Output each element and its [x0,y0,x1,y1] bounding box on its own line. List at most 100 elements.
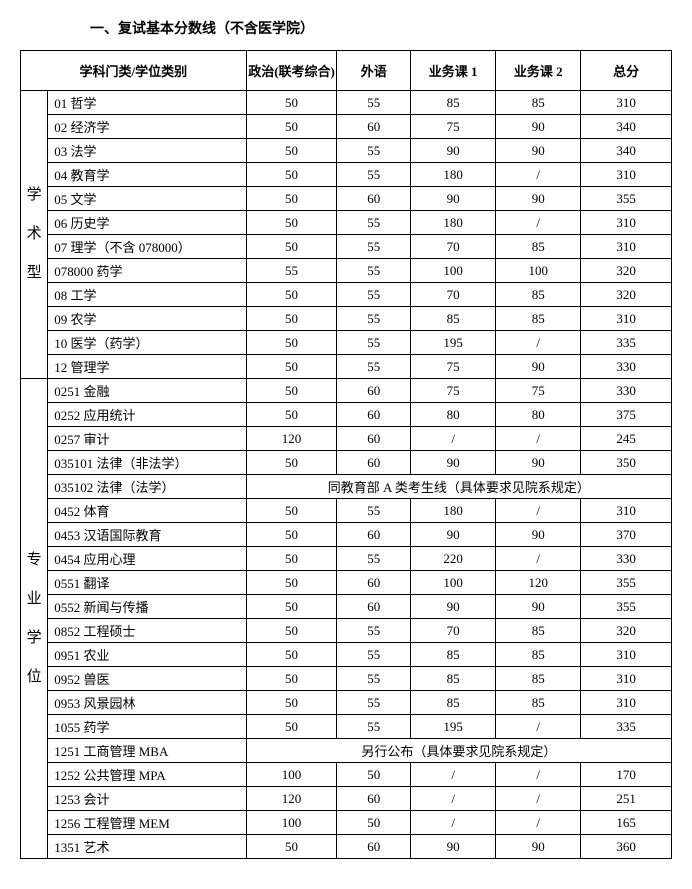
score-cell-3: 85 [496,235,581,259]
subject-name: 0552 新闻与传播 [48,595,246,619]
score-cell-0: 50 [246,571,337,595]
subject-name: 0852 工程硕士 [48,619,246,643]
table-row: 08 工学50557085320 [21,283,672,307]
score-cell-0: 50 [246,187,337,211]
score-cell-0: 50 [246,691,337,715]
score-cell-3: 90 [496,115,581,139]
subject-name: 0952 兽医 [48,667,246,691]
score-cell-0: 50 [246,403,337,427]
table-row: 0852 工程硕士50557085320 [21,619,672,643]
score-cell-0: 50 [246,715,337,739]
table-row: 035101 法律（非法学）50609090350 [21,451,672,475]
score-cell-3: 85 [496,619,581,643]
score-cell-1: 50 [337,763,411,787]
score-cell-2: 180 [411,499,496,523]
score-cell-1: 55 [337,691,411,715]
score-cell-1: 60 [337,571,411,595]
subject-name: 12 管理学 [48,355,246,379]
score-cell-0: 120 [246,427,337,451]
subject-name: 0951 农业 [48,643,246,667]
score-cell-3: 85 [496,643,581,667]
score-cell-3: / [496,331,581,355]
group-label-professional: 专业学位 [21,379,48,859]
header-subject1: 业务课 1 [411,51,496,91]
score-cell-4: 335 [581,331,672,355]
table-row: 0452 体育5055180/310 [21,499,672,523]
subject-name: 0551 翻译 [48,571,246,595]
score-cell-0: 50 [246,547,337,571]
subject-name: 06 历史学 [48,211,246,235]
score-table: 学科门类/学位类别 政治(联考综合) 外语 业务课 1 业务课 2 总分 学术型… [20,50,672,859]
score-cell-2: 100 [411,259,496,283]
score-cell-3: / [496,811,581,835]
subject-name: 05 文学 [48,187,246,211]
score-cell-1: 60 [337,595,411,619]
score-cell-4: 310 [581,499,672,523]
score-cell-4: 310 [581,691,672,715]
table-row: 1351 艺术50609090360 [21,835,672,859]
table-row: 0953 风景园林50558585310 [21,691,672,715]
score-cell-0: 50 [246,451,337,475]
header-politics: 政治(联考综合) [246,51,337,91]
score-cell-3: 90 [496,523,581,547]
table-row: 12 管理学50557590330 [21,355,672,379]
header-foreign-lang: 外语 [337,51,411,91]
score-cell-2: 90 [411,835,496,859]
subject-name: 01 哲学 [48,91,246,115]
table-row: 0551 翻译5060100120355 [21,571,672,595]
score-cell-4: 251 [581,787,672,811]
score-cell-2: / [411,427,496,451]
score-cell-0: 50 [246,115,337,139]
score-cell-2: 90 [411,187,496,211]
score-cell-3: 85 [496,691,581,715]
score-cell-0: 50 [246,835,337,859]
score-cell-4: 330 [581,379,672,403]
score-cell-1: 55 [337,163,411,187]
score-cell-4: 310 [581,91,672,115]
score-cell-2: 180 [411,163,496,187]
score-cell-0: 50 [246,307,337,331]
score-cell-4: 340 [581,139,672,163]
score-cell-4: 350 [581,451,672,475]
score-cell-1: 55 [337,547,411,571]
score-cell-4: 330 [581,547,672,571]
header-row: 学科门类/学位类别 政治(联考综合) 外语 业务课 1 业务课 2 总分 [21,51,672,91]
score-cell-2: 70 [411,235,496,259]
score-cell-3: 75 [496,379,581,403]
score-cell-4: 370 [581,523,672,547]
score-cell-1: 60 [337,115,411,139]
score-cell-3: 90 [496,139,581,163]
subject-name: 04 教育学 [48,163,246,187]
score-cell-4: 170 [581,763,672,787]
group-label-academic: 学术型 [21,91,48,379]
table-row: 1055 药学5055195/335 [21,715,672,739]
score-cell-3: 85 [496,667,581,691]
score-cell-4: 355 [581,595,672,619]
score-cell-3: 85 [496,307,581,331]
subject-name: 1256 工程管理 MEM [48,811,246,835]
merged-note: 同教育部 A 类考生线（具体要求见院系规定） [246,475,671,499]
subject-name: 08 工学 [48,283,246,307]
score-cell-2: 85 [411,643,496,667]
score-cell-2: 85 [411,691,496,715]
score-cell-2: 85 [411,91,496,115]
table-row: 专业学位0251 金融50607575330 [21,379,672,403]
score-cell-1: 60 [337,187,411,211]
score-cell-2: / [411,811,496,835]
score-cell-4: 335 [581,715,672,739]
score-cell-1: 55 [337,235,411,259]
score-cell-1: 55 [337,283,411,307]
score-cell-1: 55 [337,499,411,523]
score-cell-1: 55 [337,259,411,283]
score-cell-0: 100 [246,811,337,835]
score-cell-2: 90 [411,595,496,619]
subject-name: 0452 体育 [48,499,246,523]
score-cell-1: 60 [337,523,411,547]
subject-name: 09 农学 [48,307,246,331]
subject-name: 1253 会计 [48,787,246,811]
header-total: 总分 [581,51,672,91]
score-cell-2: 90 [411,451,496,475]
table-row: 078000 药学5555100100320 [21,259,672,283]
score-cell-2: / [411,763,496,787]
table-row: 0454 应用心理5055220/330 [21,547,672,571]
